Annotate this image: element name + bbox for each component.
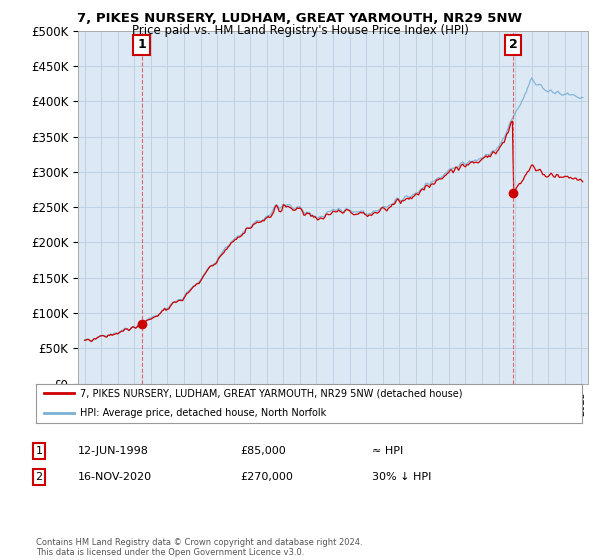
Text: 1: 1 <box>35 446 43 456</box>
Text: £270,000: £270,000 <box>240 472 293 482</box>
Text: Price paid vs. HM Land Registry's House Price Index (HPI): Price paid vs. HM Land Registry's House … <box>131 24 469 36</box>
Text: 12-JUN-1998: 12-JUN-1998 <box>78 446 149 456</box>
Text: ≈ HPI: ≈ HPI <box>372 446 403 456</box>
Text: 7, PIKES NURSERY, LUDHAM, GREAT YARMOUTH, NR29 5NW (detached house): 7, PIKES NURSERY, LUDHAM, GREAT YARMOUTH… <box>80 389 462 398</box>
Text: £85,000: £85,000 <box>240 446 286 456</box>
Text: 7, PIKES NURSERY, LUDHAM, GREAT YARMOUTH, NR29 5NW: 7, PIKES NURSERY, LUDHAM, GREAT YARMOUTH… <box>77 12 523 25</box>
Text: Contains HM Land Registry data © Crown copyright and database right 2024.
This d: Contains HM Land Registry data © Crown c… <box>36 538 362 557</box>
Text: 30% ↓ HPI: 30% ↓ HPI <box>372 472 431 482</box>
Text: 2: 2 <box>35 472 43 482</box>
Text: 1: 1 <box>137 39 146 52</box>
Text: 16-NOV-2020: 16-NOV-2020 <box>78 472 152 482</box>
Text: HPI: Average price, detached house, North Norfolk: HPI: Average price, detached house, Nort… <box>80 408 326 418</box>
Text: 2: 2 <box>509 39 518 52</box>
